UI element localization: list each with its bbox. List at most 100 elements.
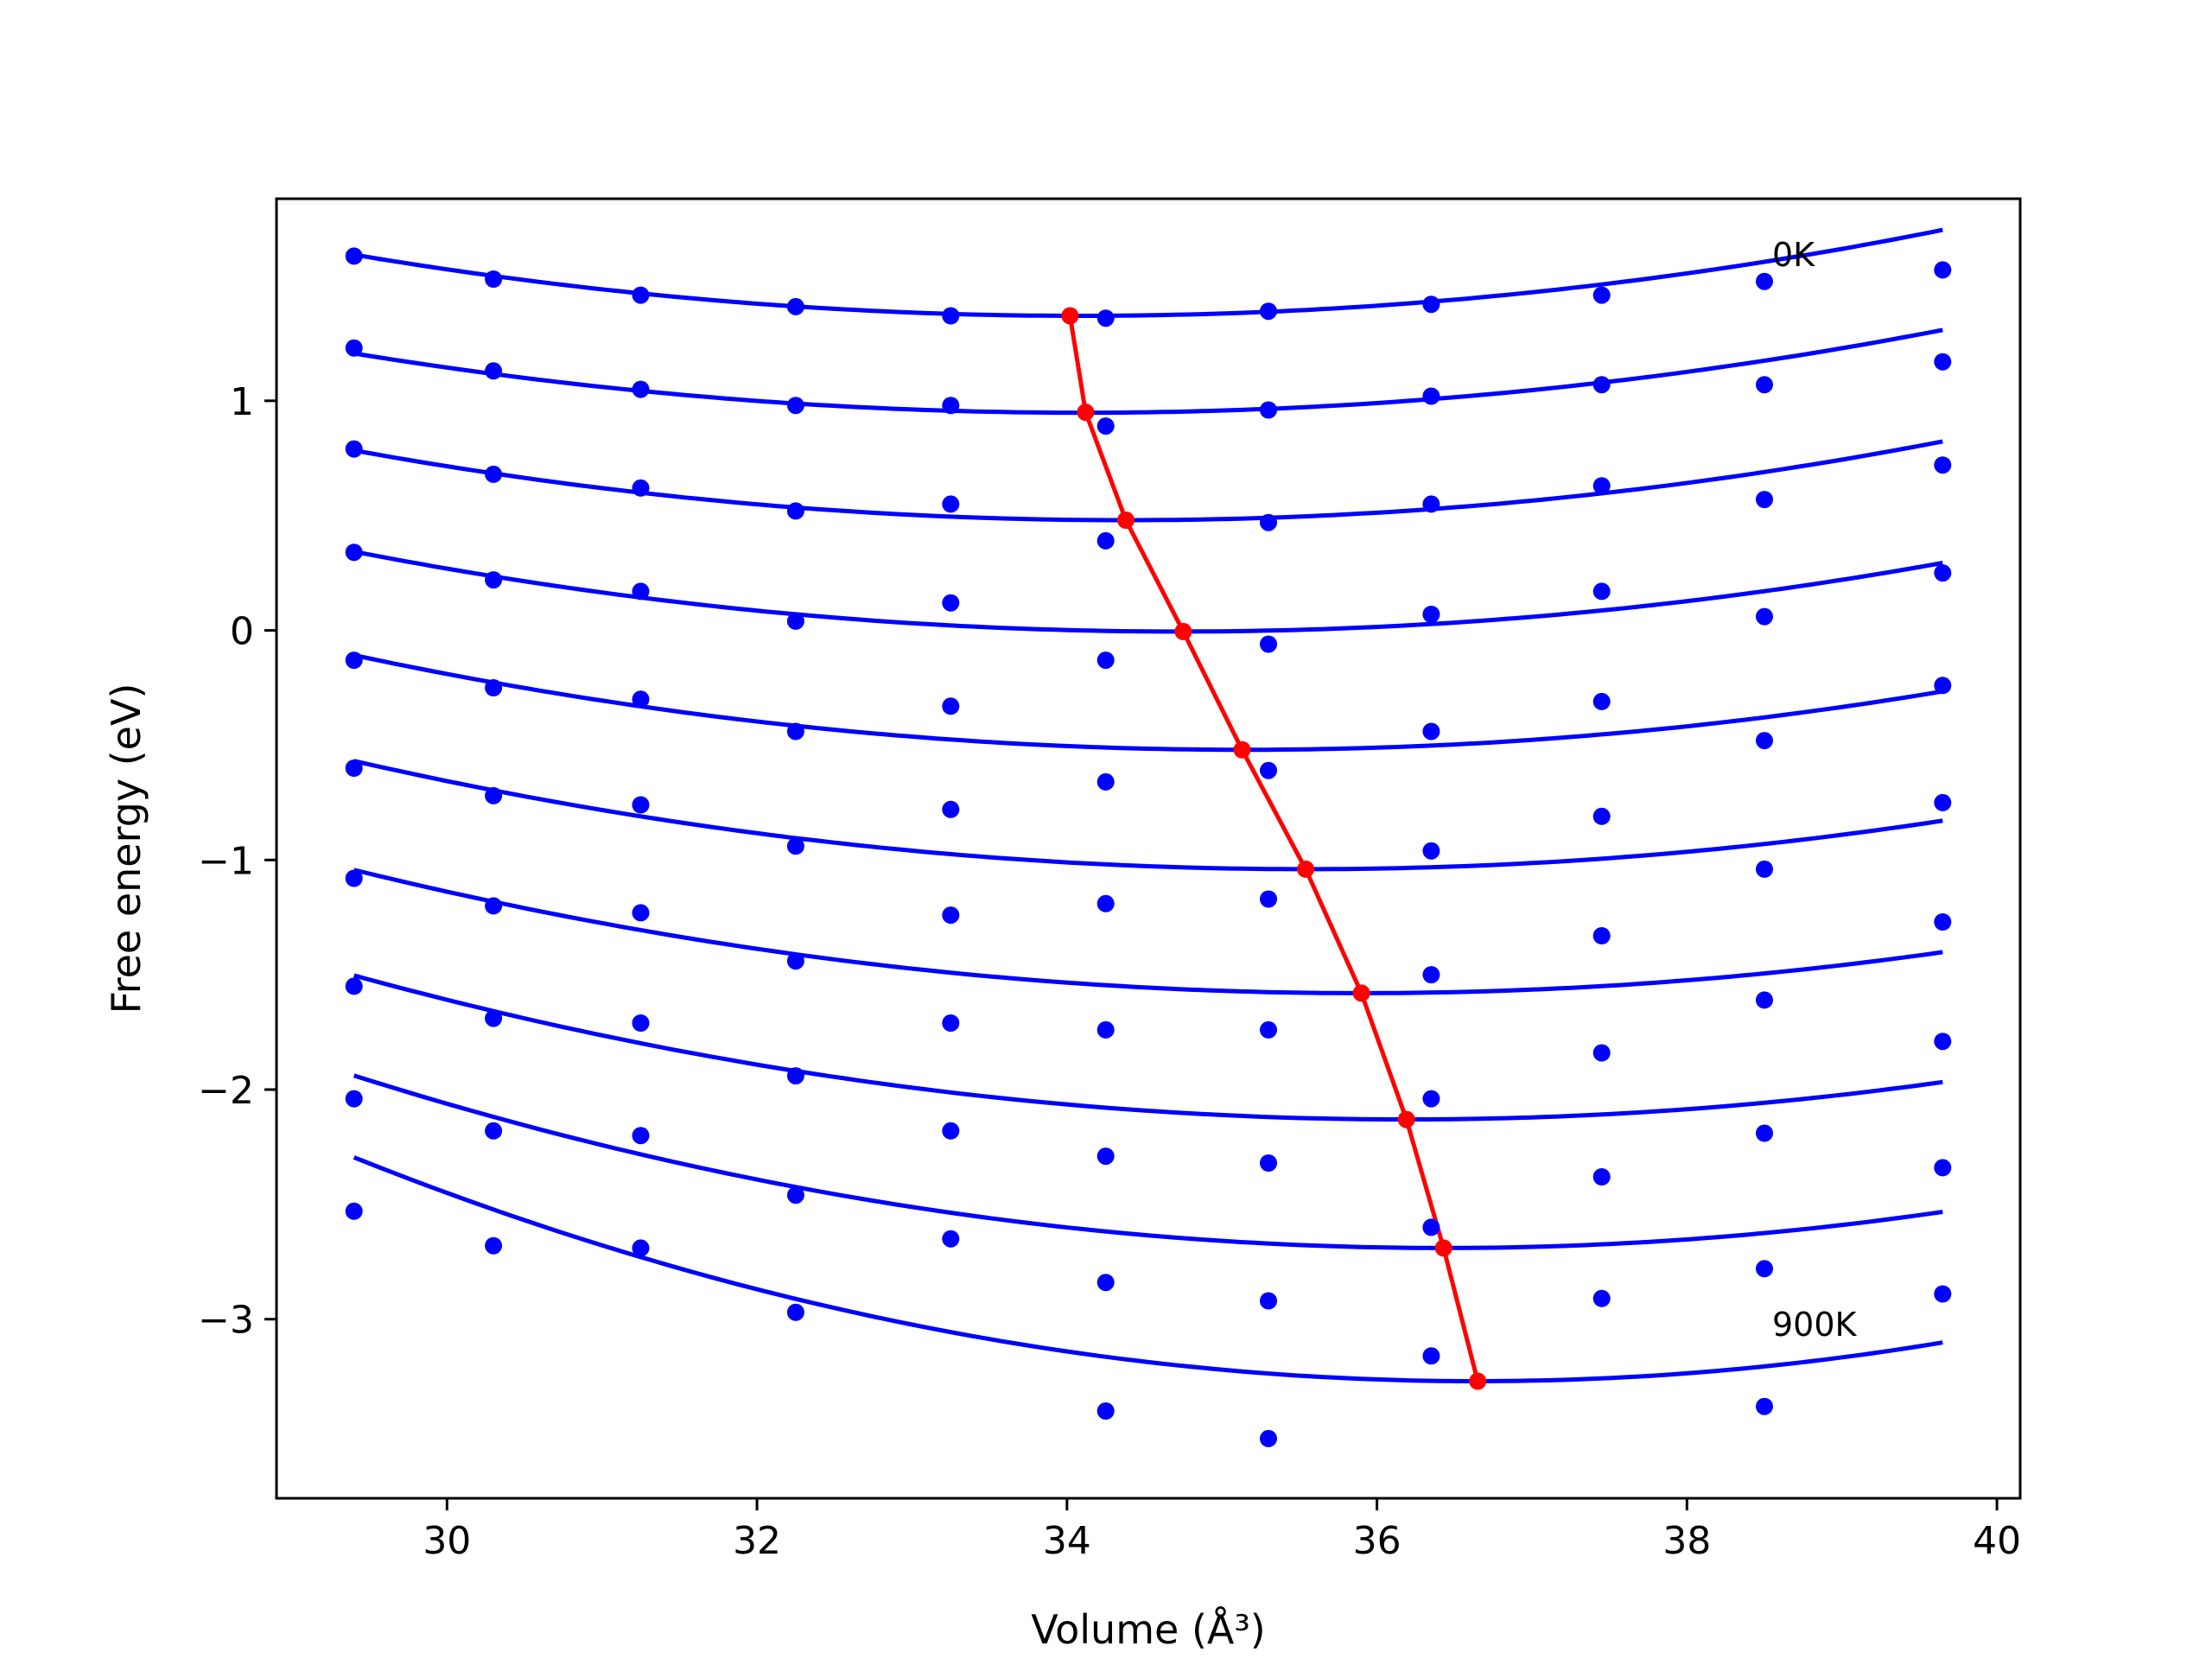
y-tick-label: −1 [198, 839, 254, 883]
minimum-point [1297, 860, 1315, 878]
data-point [1756, 860, 1773, 878]
data-point [786, 837, 804, 855]
minimum-point [1233, 741, 1251, 759]
data-point [786, 952, 804, 970]
data-point [1096, 1402, 1115, 1420]
x-tick-label: 36 [1353, 1519, 1402, 1563]
data-point [1096, 1274, 1115, 1292]
data-point [942, 800, 960, 818]
data-point [1756, 491, 1773, 509]
data-point [345, 339, 363, 357]
data-point [1422, 842, 1440, 860]
data-point [1934, 677, 1952, 695]
data-point [345, 1202, 363, 1220]
data-point [632, 796, 650, 814]
minimum-point [1077, 404, 1095, 422]
data-point [1934, 1033, 1952, 1051]
data-point [1592, 692, 1611, 710]
data-point [1260, 890, 1277, 908]
data-point [1592, 376, 1611, 394]
curve-annotations: 0K 900K [1772, 236, 1858, 1344]
fit-curve-4 [353, 549, 1943, 634]
data-point [485, 1236, 503, 1255]
data-point [632, 904, 650, 922]
data-point [786, 397, 804, 415]
fit-curve-9 [353, 1073, 1943, 1250]
data-point [1260, 1154, 1277, 1172]
data-point [1756, 607, 1773, 626]
minimum-point [1061, 307, 1079, 325]
data-point [942, 495, 960, 513]
minimum-point [1117, 512, 1135, 529]
data-point [1422, 1218, 1440, 1236]
data-point [1592, 927, 1611, 944]
data-point [1934, 913, 1952, 931]
x-tick-label: 40 [1973, 1519, 2021, 1563]
data-point [485, 571, 503, 589]
data-point [1260, 513, 1277, 531]
fit-curve-1 [353, 227, 1943, 318]
data-point [1422, 495, 1440, 513]
data-point [1756, 991, 1773, 1009]
y-axis-label: Free energy (eV) [103, 683, 149, 1014]
data-point [1422, 1347, 1440, 1365]
x-axis-ticks: 30 32 34 36 38 40 [423, 1498, 2021, 1563]
data-point [485, 897, 503, 915]
y-tick-label: −3 [198, 1299, 254, 1343]
data-point [1096, 652, 1115, 670]
data-points [345, 247, 1952, 1447]
data-point [1096, 417, 1115, 435]
data-point [942, 1230, 960, 1248]
data-point [786, 297, 804, 315]
y-axis-ticks: −3 −2 −1 0 1 [198, 380, 276, 1343]
data-point [942, 397, 960, 415]
data-point [485, 679, 503, 696]
data-point [786, 502, 804, 520]
data-point [942, 1014, 960, 1032]
minimum-line [1067, 315, 1480, 1382]
y-tick-label: 1 [230, 380, 254, 424]
data-point [1756, 272, 1773, 290]
data-point [786, 612, 804, 630]
data-point [632, 479, 650, 497]
data-point [1096, 309, 1115, 327]
data-point [786, 1303, 804, 1321]
data-point [485, 1009, 503, 1027]
y-tick-label: −2 [198, 1069, 254, 1113]
data-point [485, 465, 503, 483]
data-point [345, 760, 363, 777]
data-point [485, 362, 503, 380]
data-point [1422, 387, 1440, 405]
annotation-label: 0K [1772, 236, 1815, 274]
data-point [485, 1122, 503, 1140]
data-point [1096, 1147, 1115, 1166]
data-point [632, 1014, 650, 1032]
data-point [1934, 1159, 1952, 1177]
data-point [1260, 635, 1277, 653]
data-point [942, 307, 960, 325]
minimum-point [1352, 984, 1370, 1002]
data-point [1260, 302, 1277, 321]
data-point [345, 543, 363, 562]
data-point [1260, 1020, 1277, 1039]
plot-frame [275, 197, 2022, 1500]
fit-curve-5 [353, 652, 1943, 753]
minimum-trace [1061, 307, 1487, 1390]
annotation-label: 900K [1772, 1306, 1858, 1344]
data-point [1422, 1090, 1440, 1108]
data-point [1592, 1168, 1611, 1185]
fit-curve-7 [353, 868, 1943, 995]
data-point [632, 1127, 650, 1145]
data-point [1592, 477, 1611, 495]
data-point [345, 652, 363, 670]
data-point [1096, 772, 1115, 791]
data-point [1756, 1124, 1773, 1142]
data-point [786, 722, 804, 741]
data-point [1592, 582, 1611, 601]
data-point [1422, 966, 1440, 984]
data-point [1260, 1292, 1277, 1310]
data-point [1756, 376, 1773, 394]
data-point [345, 1090, 363, 1108]
